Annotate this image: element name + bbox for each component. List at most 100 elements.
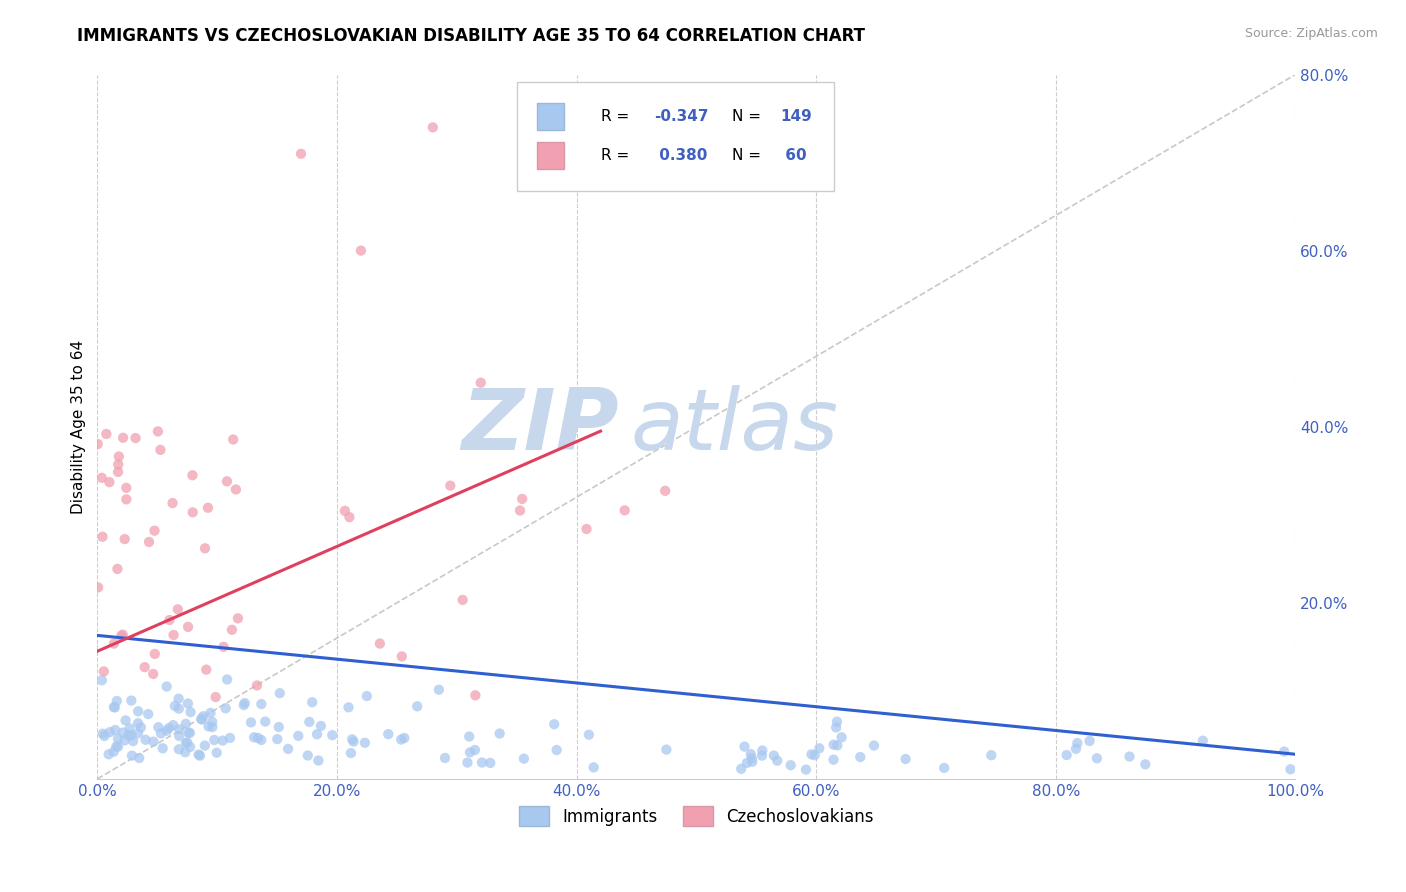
Point — [394, 731, 416, 745]
Point — [190, 712, 212, 726]
Point — [301, 695, 323, 709]
Point — [204, 690, 226, 704]
Point — [93, 665, 115, 679]
Point — [654, 483, 676, 498]
Text: N =: N = — [733, 110, 766, 124]
Point — [509, 503, 531, 517]
Point — [114, 733, 136, 747]
Point — [111, 627, 134, 641]
Point — [766, 754, 789, 768]
Text: R =: R = — [600, 148, 634, 163]
Text: 60: 60 — [780, 148, 807, 163]
Point — [120, 693, 142, 707]
Point — [93, 729, 115, 743]
Text: atlas: atlas — [630, 385, 838, 468]
Point — [129, 720, 152, 734]
Point — [142, 734, 165, 748]
Point — [655, 742, 678, 756]
Point — [513, 752, 536, 766]
Point — [243, 731, 266, 745]
Point — [1135, 757, 1157, 772]
Point — [808, 741, 831, 756]
Point — [90, 471, 112, 485]
Point — [149, 442, 172, 457]
Point — [287, 729, 309, 743]
Point — [1066, 736, 1088, 750]
Point — [543, 717, 565, 731]
Point — [211, 733, 233, 747]
Point — [135, 732, 157, 747]
Point — [823, 738, 845, 752]
Point — [546, 743, 568, 757]
Point — [1192, 733, 1215, 747]
Point — [188, 748, 211, 763]
Y-axis label: Disability Age 35 to 64: Disability Age 35 to 64 — [72, 340, 86, 514]
Point — [340, 732, 363, 747]
Point — [177, 620, 200, 634]
Point — [1279, 762, 1302, 776]
Point — [91, 726, 114, 740]
Point — [167, 691, 190, 706]
Point — [226, 611, 249, 625]
Point — [730, 762, 752, 776]
Point — [458, 730, 481, 744]
Point — [823, 753, 845, 767]
Point — [107, 465, 129, 479]
Point — [779, 758, 801, 772]
Point — [180, 705, 202, 719]
Point — [225, 483, 247, 497]
Point — [321, 728, 343, 742]
Point — [250, 697, 273, 711]
Point — [451, 593, 474, 607]
Point — [221, 623, 243, 637]
Point — [143, 647, 166, 661]
Point — [156, 723, 179, 738]
Text: ZIP: ZIP — [461, 385, 619, 468]
Point — [104, 723, 127, 737]
Point — [124, 431, 146, 445]
Point — [159, 613, 181, 627]
Point — [751, 743, 773, 757]
Point — [762, 748, 785, 763]
Point — [439, 478, 461, 492]
Point — [181, 468, 204, 483]
Point — [488, 726, 510, 740]
Point — [162, 628, 184, 642]
Point — [167, 701, 190, 715]
Point — [97, 747, 120, 762]
FancyBboxPatch shape — [537, 142, 564, 169]
Point — [510, 491, 533, 506]
Point — [177, 725, 200, 739]
Point — [87, 581, 110, 595]
Point — [470, 376, 492, 390]
Point — [197, 719, 219, 733]
Point — [377, 727, 399, 741]
Point — [350, 244, 373, 258]
Point — [134, 660, 156, 674]
Point — [112, 431, 135, 445]
Point — [174, 716, 197, 731]
Point — [162, 496, 184, 510]
Point — [803, 748, 825, 763]
Point — [471, 756, 494, 770]
Point — [136, 707, 159, 722]
Point — [250, 733, 273, 747]
Point — [202, 733, 225, 747]
Point — [427, 682, 450, 697]
Point — [825, 714, 848, 729]
Point — [127, 716, 149, 731]
Point — [167, 729, 190, 743]
Point — [177, 697, 200, 711]
Point — [217, 673, 239, 687]
Point — [107, 731, 129, 746]
Point — [734, 739, 756, 754]
Point — [107, 458, 129, 472]
Point — [191, 713, 214, 727]
Point — [1118, 749, 1140, 764]
Point — [464, 743, 486, 757]
Point — [107, 739, 129, 754]
Point — [167, 742, 190, 756]
Point — [181, 505, 204, 519]
Point — [233, 696, 256, 710]
Point — [174, 736, 197, 750]
